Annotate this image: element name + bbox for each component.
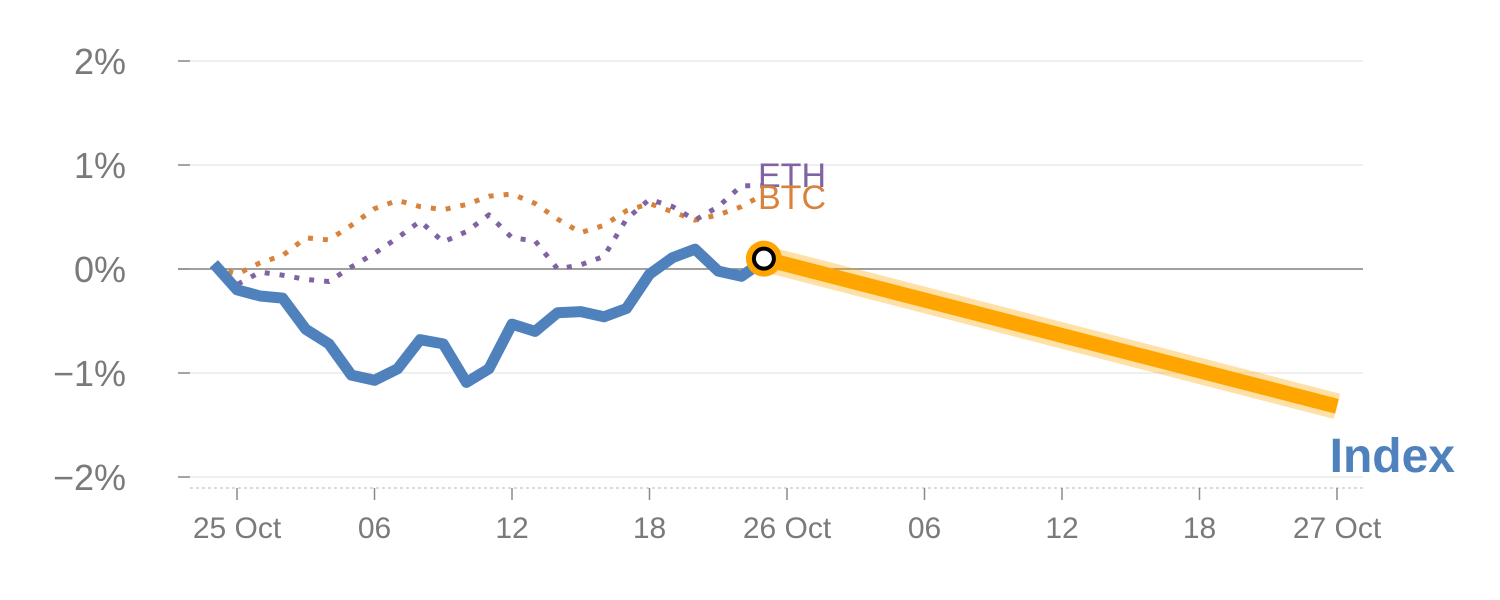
series-label-index: Index [1330, 430, 1456, 483]
axes: 2% 1% 0% −1% −2% 25 Oct 06 12 18 26 Oct 06 12 18 27 O… [53, 41, 1382, 545]
x-tick-label: 18 [633, 512, 666, 545]
x-tick-label: 27 Oct [1293, 512, 1382, 545]
x-tick-label: 18 [1183, 512, 1216, 545]
y-tick-label: 2% [74, 41, 126, 82]
x-tick-label: 26 Oct [743, 512, 832, 545]
x-tick-label: 12 [495, 512, 528, 545]
series-line-eth [212, 183, 764, 288]
series-line-index [209, 243, 768, 388]
x-tick-label: 06 [358, 512, 391, 545]
series-lines [209, 183, 1341, 419]
projection-band [762, 251, 1339, 414]
series-label-btc: BTC [758, 179, 826, 217]
y-tick-label: −1% [53, 353, 126, 394]
y-tick-label: 1% [74, 145, 126, 186]
x-tick-label: 25 Oct [193, 512, 282, 545]
y-tick-label: 0% [74, 249, 126, 290]
x-tick-label: 06 [908, 512, 941, 545]
y-tick-label: −2% [53, 457, 126, 498]
series-label-eth: ETH [758, 157, 826, 195]
current-point-marker [751, 246, 776, 271]
x-tick-label: 12 [1045, 512, 1078, 545]
series-line-btc [213, 191, 766, 277]
